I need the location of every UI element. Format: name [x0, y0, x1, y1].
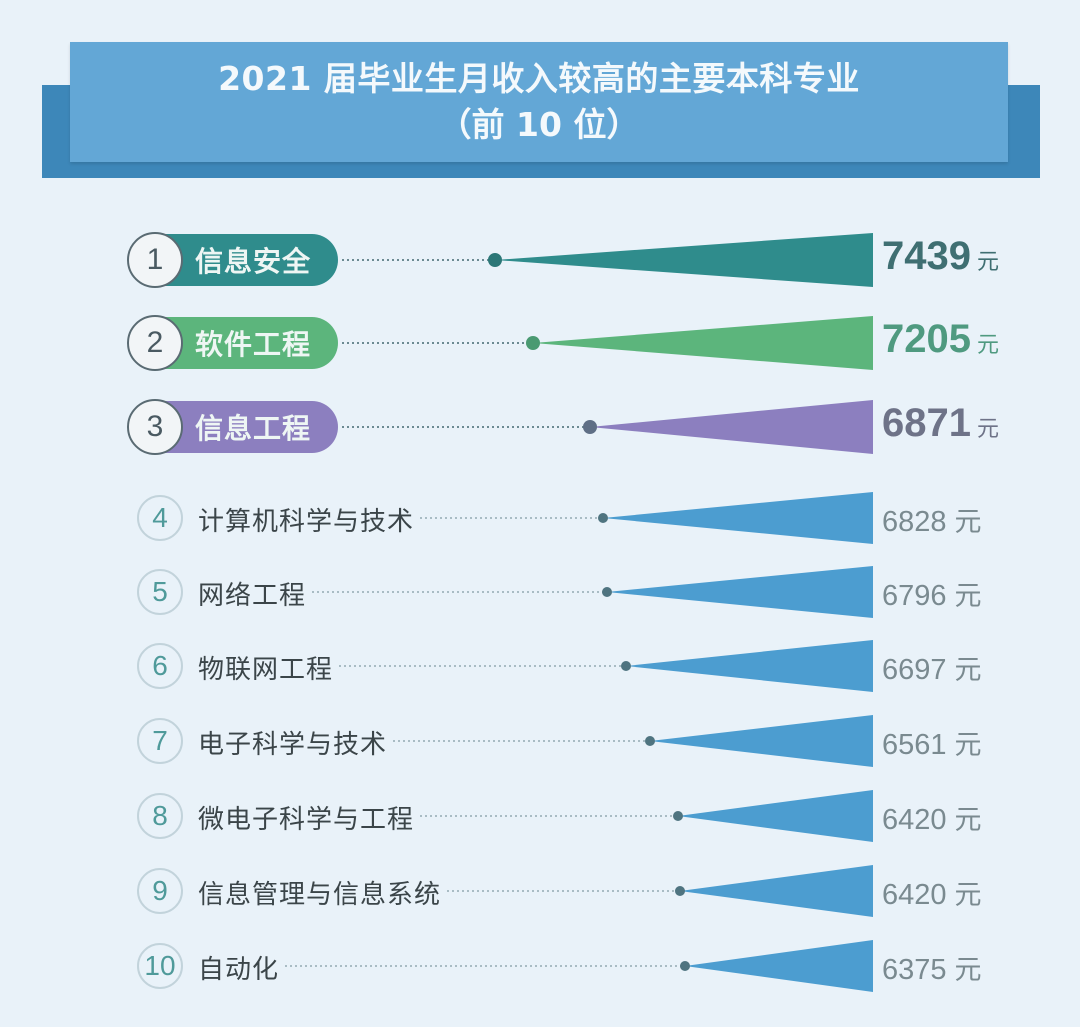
value-triangle-bar	[533, 316, 873, 370]
salary-value: 6420 元	[882, 798, 982, 837]
rank-badge: 2	[127, 315, 183, 371]
value-triangle-bar	[650, 715, 873, 767]
rank-badge: 1	[127, 232, 183, 288]
tip-dot	[583, 420, 597, 434]
salary-value: 6561 元	[882, 723, 982, 762]
salary-value: 6375 元	[882, 948, 982, 987]
tip-dot	[526, 336, 540, 350]
major-label: 网络工程	[198, 581, 307, 611]
rank-badge: 5	[137, 569, 183, 615]
major-pill: 1 信息安全	[127, 232, 338, 288]
major-label: 信息管理与信息系统	[198, 880, 442, 910]
salary-number: 7205	[882, 317, 971, 361]
rank-badge: 6	[137, 643, 183, 689]
salary-number: 6420	[882, 879, 947, 911]
chart-title: 2021 届毕业生月收入较高的主要本科专业	[218, 59, 860, 98]
tip-dot	[602, 587, 612, 597]
salary-unit: 元	[954, 805, 982, 835]
salary-number: 7439	[882, 234, 971, 278]
tip-dot	[675, 886, 685, 896]
salary-unit: 元	[954, 507, 982, 537]
salary-number: 6561	[882, 729, 947, 761]
salary-unit: 元	[954, 655, 982, 685]
salary-unit: 元	[976, 416, 999, 441]
tip-dot	[645, 736, 655, 746]
value-triangle-bar	[607, 566, 873, 618]
salary-number: 6796	[882, 580, 947, 612]
major-pill: 2 软件工程	[127, 315, 338, 371]
major-label: 软件工程	[195, 328, 312, 361]
salary-unit: 元	[954, 955, 982, 985]
major-label: 电子科学与技术	[198, 730, 388, 760]
salary-value: 7205 元	[882, 317, 999, 362]
value-triangle-bar	[603, 492, 873, 544]
chart-subtitle: （前 10 位）	[438, 105, 640, 144]
rank-badge: 7	[137, 718, 183, 764]
rank-badge: 10	[137, 943, 183, 989]
rank-badge: 4	[137, 495, 183, 541]
salary-number: 6375	[882, 954, 947, 986]
salary-value: 6828 元	[882, 500, 982, 539]
tip-dot	[621, 661, 631, 671]
tip-dot	[680, 961, 690, 971]
major-label: 信息安全	[195, 245, 312, 278]
value-triangle-bar	[680, 865, 873, 917]
salary-unit: 元	[976, 332, 999, 357]
salary-number: 6871	[882, 401, 971, 445]
salary-value: 7439 元	[882, 234, 999, 279]
value-triangle-bar	[685, 940, 873, 992]
major-label: 物联网工程	[198, 655, 334, 685]
title-banner: 2021 届毕业生月收入较高的主要本科专业 （前 10 位）	[70, 42, 1008, 162]
tip-dot	[598, 513, 608, 523]
salary-number: 6828	[882, 506, 947, 538]
salary-unit: 元	[954, 581, 982, 611]
major-label: 计算机科学与技术	[198, 507, 415, 537]
value-triangle-bar	[495, 233, 873, 287]
salary-unit: 元	[976, 249, 999, 274]
major-pill: 3 信息工程	[127, 399, 338, 455]
salary-value: 6697 元	[882, 648, 982, 687]
salary-value: 6871 元	[882, 401, 999, 446]
rank-badge: 8	[137, 793, 183, 839]
value-triangle-bar	[626, 640, 873, 692]
value-triangle-bar	[678, 790, 873, 842]
tip-dot	[488, 253, 502, 267]
rank-badge: 3	[127, 399, 183, 455]
salary-number: 6697	[882, 654, 947, 686]
major-label: 微电子科学与工程	[198, 805, 415, 835]
salary-unit: 元	[954, 880, 982, 910]
salary-unit: 元	[954, 730, 982, 760]
salary-number: 6420	[882, 804, 947, 836]
salary-value: 6796 元	[882, 574, 982, 613]
major-label: 自动化	[198, 955, 280, 985]
rank-badge: 9	[137, 868, 183, 914]
salary-value: 6420 元	[882, 873, 982, 912]
tip-dot	[673, 811, 683, 821]
value-triangle-bar	[590, 400, 873, 454]
major-label: 信息工程	[195, 412, 312, 445]
